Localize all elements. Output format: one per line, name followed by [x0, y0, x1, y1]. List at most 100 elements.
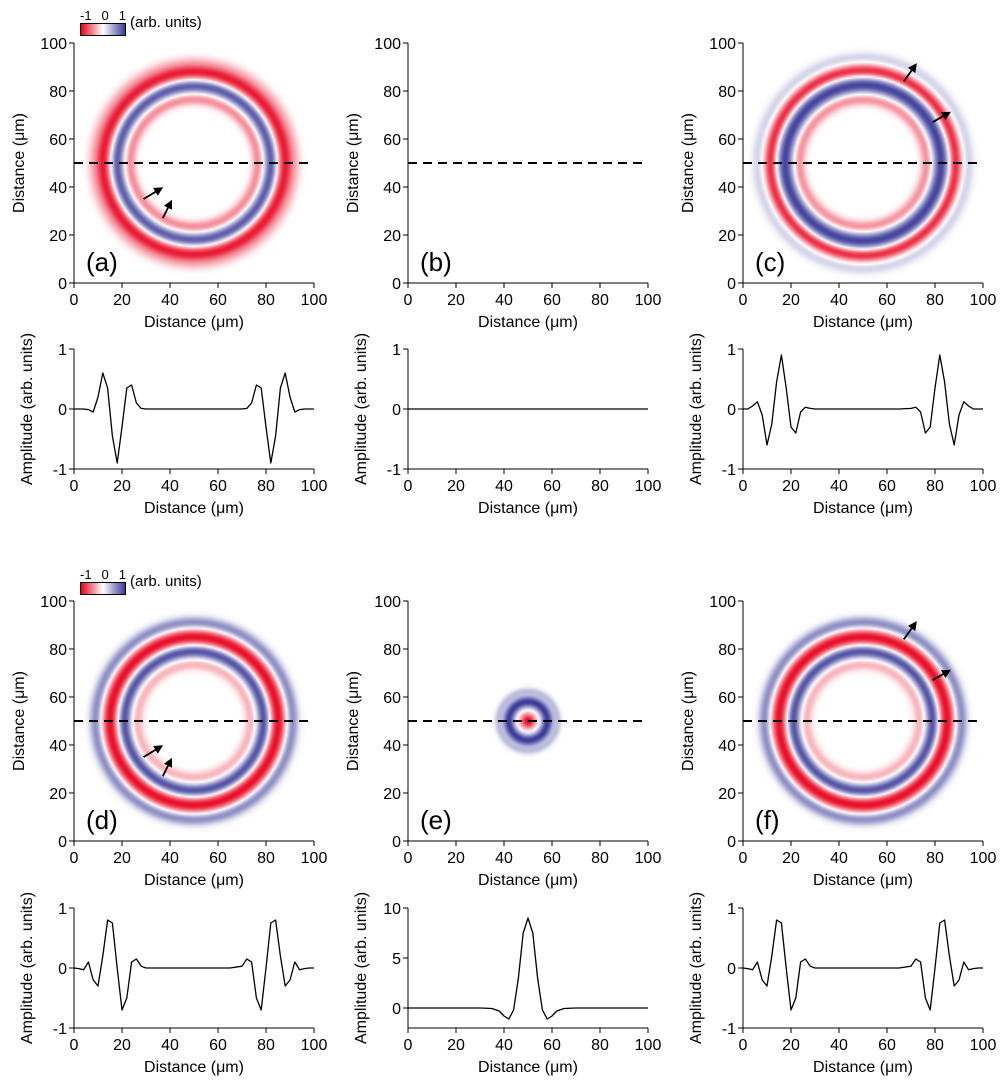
x-tick-label: 20 — [782, 478, 800, 495]
x-tick-label: 100 — [635, 292, 662, 309]
x-tick-label: 40 — [161, 850, 179, 867]
y-tick-label: 100 — [40, 594, 67, 611]
x-tick-label: 0 — [70, 1037, 79, 1054]
x-tick-label: 40 — [830, 292, 848, 309]
y-tick-label: 40 — [383, 180, 401, 197]
y-tick-label: 60 — [718, 690, 736, 707]
y-tick-label: 60 — [718, 132, 736, 149]
y-tick-label: 20 — [49, 228, 67, 245]
x-axis-label: Distance (μm) — [813, 314, 913, 331]
y-axis-label: Distance (μm) — [11, 671, 28, 771]
y-axis-label: Distance (μm) — [680, 113, 697, 213]
x-axis-label: Distance (μm) — [813, 500, 913, 517]
y-axis-label: Amplitude (arb. units) — [688, 892, 705, 1044]
y-axis-label: Distance (μm) — [680, 671, 697, 771]
heatmap-panel: 0 20 40 60 80 100 0 20 40 60 80 100 Distance (μm) Dis… — [680, 594, 996, 889]
amplitude-profile-line — [73, 919, 314, 1011]
x-tick-label: 40 — [830, 478, 848, 495]
y-tick-label: 20 — [49, 786, 67, 803]
y-tick-label: 40 — [49, 738, 67, 755]
y-tick-label: 100 — [374, 594, 401, 611]
x-tick-label: 0 — [404, 478, 413, 495]
heatmap-panel: 0 20 40 60 80 100 0 20 40 60 80 100 Distance (μm) Dis… — [680, 36, 996, 331]
y-tick-label: 40 — [383, 738, 401, 755]
x-axis-label: Distance (μm) — [813, 1059, 913, 1076]
panel-label: (c) — [755, 247, 785, 277]
y-axis-label: Distance (μm) — [345, 671, 362, 771]
x-tick-label: 20 — [113, 478, 131, 495]
x-tick-label: 80 — [257, 478, 275, 495]
colorbar-gradient — [80, 23, 126, 36]
x-tick-label: 100 — [301, 850, 328, 867]
y-tick-label: 60 — [49, 132, 67, 149]
y-tick-label: 0 — [58, 834, 67, 851]
x-tick-label: 40 — [161, 292, 179, 309]
y-tick-label: 0 — [392, 1001, 401, 1018]
x-tick-label: 0 — [404, 850, 413, 867]
y-tick-label: 100 — [709, 594, 736, 611]
x-tick-label: 80 — [257, 292, 275, 309]
amplitude-profile-line — [742, 919, 983, 1011]
x-tick-label: 60 — [543, 1037, 561, 1054]
x-tick-label: 100 — [970, 850, 997, 867]
x-tick-label: 20 — [447, 292, 465, 309]
x-axis-label: Distance (μm) — [144, 872, 244, 889]
x-tick-label: 100 — [301, 478, 328, 495]
x-tick-label: 0 — [739, 850, 748, 867]
y-tick-label: 0 — [392, 276, 401, 293]
propagation-arrow — [932, 669, 951, 681]
y-tick-label: 0 — [58, 402, 67, 419]
y-tick-label: 40 — [718, 738, 736, 755]
y-tick-label: 60 — [49, 690, 67, 707]
y-tick-label: 0 — [727, 834, 736, 851]
colorbar-tick-mid: 0 — [101, 567, 109, 582]
x-tick-label: 80 — [591, 1037, 609, 1054]
y-tick-label: 1 — [58, 342, 67, 359]
x-tick-label: 40 — [830, 850, 848, 867]
x-tick-label: 40 — [495, 478, 513, 495]
y-tick-label: 0 — [727, 276, 736, 293]
x-tick-label: 60 — [209, 478, 227, 495]
x-tick-label: 80 — [926, 292, 944, 309]
x-tick-label: 0 — [404, 1037, 413, 1054]
x-tick-label: 100 — [970, 478, 997, 495]
x-tick-label: 0 — [404, 292, 413, 309]
colorbar-tick-min: -1 — [80, 8, 92, 23]
x-tick-label: 60 — [878, 478, 896, 495]
y-axis-label: Distance (μm) — [11, 113, 28, 213]
x-tick-label: 80 — [926, 1037, 944, 1054]
colorbar-tick-mid: 0 — [101, 8, 109, 23]
y-tick-label: 20 — [383, 786, 401, 803]
x-axis-label: Distance (μm) — [144, 500, 244, 517]
panel-label: (a) — [86, 247, 118, 277]
y-tick-label: -1 — [53, 462, 67, 479]
x-axis-label: Distance (μm) — [813, 872, 913, 889]
x-tick-label: 80 — [591, 292, 609, 309]
y-tick-label: -1 — [53, 1021, 67, 1038]
y-tick-label: 1 — [727, 901, 736, 918]
y-axis-label: Distance (μm) — [345, 113, 362, 213]
y-tick-label: 100 — [709, 36, 736, 53]
x-tick-label: 20 — [113, 1037, 131, 1054]
x-tick-label: 60 — [878, 292, 896, 309]
y-tick-label: 1 — [58, 901, 67, 918]
y-axis-label: Amplitude (arb. units) — [19, 333, 36, 485]
x-tick-label: 40 — [161, 1037, 179, 1054]
x-tick-label: 40 — [495, 1037, 513, 1054]
y-tick-label: 60 — [383, 132, 401, 149]
panel-label: (f) — [755, 805, 780, 835]
x-tick-label: 60 — [209, 1037, 227, 1054]
y-tick-label: 40 — [718, 180, 736, 197]
x-tick-label: 0 — [739, 292, 748, 309]
x-tick-label: 20 — [782, 1037, 800, 1054]
colorbar-unit: (arb. units) — [130, 14, 202, 31]
y-tick-label: 1 — [727, 342, 736, 359]
x-tick-label: 20 — [113, 850, 131, 867]
x-tick-label: 0 — [70, 292, 79, 309]
x-tick-label: 60 — [543, 292, 561, 309]
x-axis-label: Distance (μm) — [144, 1059, 244, 1076]
